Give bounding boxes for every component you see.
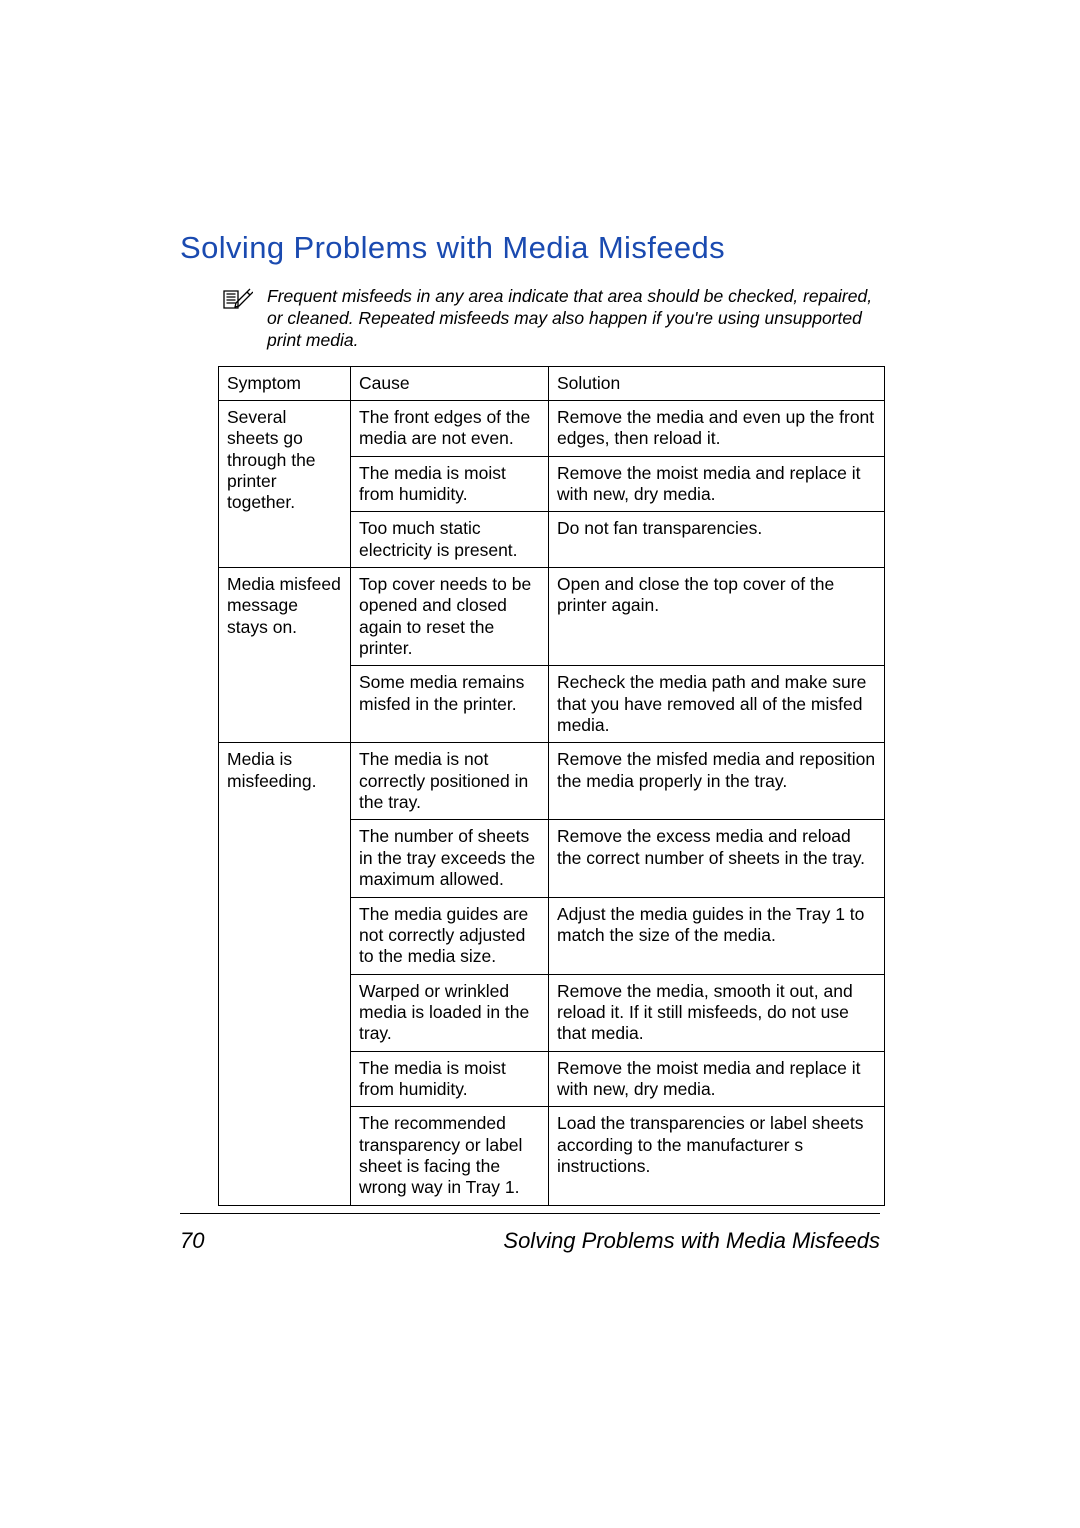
cell-solution: Open and close the top cover of the prin… — [549, 568, 885, 666]
cell-cause: Warped or wrinkled media is loaded in th… — [351, 974, 549, 1051]
header-solution: Solution — [549, 366, 885, 400]
footer-rule — [180, 1213, 880, 1214]
cell-solution: Remove the moist media and replace it wi… — [549, 456, 885, 512]
misfeed-table: Symptom Cause Solution Several sheets go… — [218, 366, 885, 1206]
cell-solution: Remove the moist media and replace it wi… — [549, 1051, 885, 1107]
note-text: Frequent misfeeds in any area indicate t… — [267, 286, 885, 352]
table-row: Several sheets go through the printer to… — [219, 400, 885, 456]
page-footer: 70 Solving Problems with Media Misfeeds — [180, 1228, 880, 1254]
cell-cause: Top cover needs to be opened and closed … — [351, 568, 549, 666]
cell-cause: The media is moist from humidity. — [351, 1051, 549, 1107]
cell-solution: Adjust the media guides in the Tray 1 to… — [549, 897, 885, 974]
cell-cause: The front edges of the media are not eve… — [351, 400, 549, 456]
cell-cause: The media is moist from humidity. — [351, 456, 549, 512]
cell-symptom: Media misfeed message stays on. — [219, 568, 351, 743]
footer-section-title: Solving Problems with Media Misfeeds — [503, 1228, 880, 1254]
cell-cause: The media is not correctly positioned in… — [351, 743, 549, 820]
cell-solution: Load the transparencies or label sheets … — [549, 1107, 885, 1205]
cell-cause: The media guides are not correctly adjus… — [351, 897, 549, 974]
cell-cause: Too much static electricity is present. — [351, 512, 549, 568]
cell-solution: Recheck the media path and make sure tha… — [549, 666, 885, 743]
cell-solution: Remove the excess media and reload the c… — [549, 820, 885, 897]
cell-solution: Remove the media and even up the front e… — [549, 400, 885, 456]
table-body: Several sheets go through the printer to… — [219, 400, 885, 1205]
cell-symptom: Several sheets go through the printer to… — [219, 400, 351, 567]
table-row: Media misfeed message stays on. Top cove… — [219, 568, 885, 666]
page-title: Solving Problems with Media Misfeeds — [180, 230, 885, 266]
header-cause: Cause — [351, 366, 549, 400]
cell-cause: The number of sheets in the tray exceeds… — [351, 820, 549, 897]
note-icon — [223, 288, 253, 315]
table-row: Media is misfeeding. The media is not co… — [219, 743, 885, 820]
cell-solution: Remove the media, smooth it out, and rel… — [549, 974, 885, 1051]
header-symptom: Symptom — [219, 366, 351, 400]
cell-solution: Do not fan transparencies. — [549, 512, 885, 568]
cell-cause: Some media remains misfed in the printer… — [351, 666, 549, 743]
page-number: 70 — [180, 1228, 204, 1254]
cell-symptom: Media is misfeeding. — [219, 743, 351, 1205]
table-header-row: Symptom Cause Solution — [219, 366, 885, 400]
note-block: Frequent misfeeds in any area indicate t… — [223, 286, 885, 352]
cell-solution: Remove the misfed media and reposition t… — [549, 743, 885, 820]
cell-cause: The recommended transparency or label sh… — [351, 1107, 549, 1205]
